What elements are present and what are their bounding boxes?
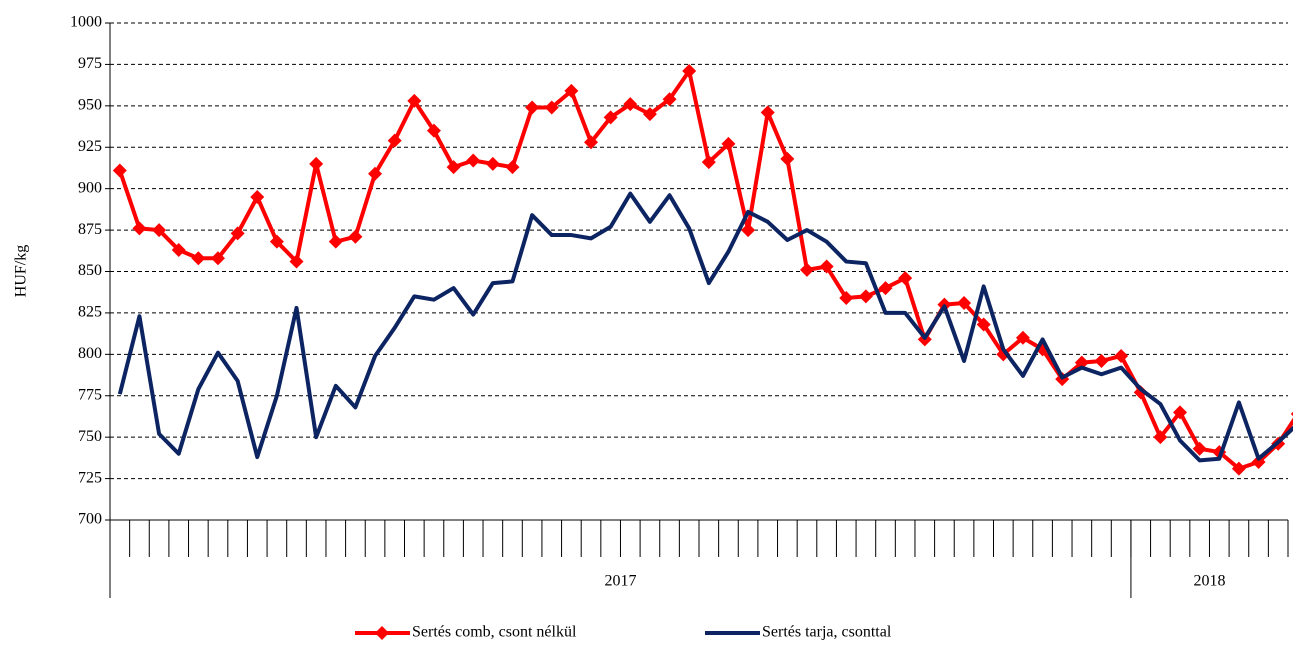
series-line (117, 191, 1293, 463)
point-marker (662, 92, 677, 107)
y-tick-label: 800 (78, 345, 102, 362)
point-marker (878, 281, 893, 296)
point-marker (1153, 430, 1168, 445)
point-marker (230, 226, 245, 241)
point-marker (564, 83, 579, 98)
y-tick-label: 900 (78, 179, 102, 196)
legend-label: Sertés tarja, csonttal (762, 624, 892, 641)
y-tick-label: 775 (78, 386, 102, 403)
point-marker (1074, 355, 1089, 370)
point-marker (799, 262, 814, 277)
point-marker (446, 160, 461, 175)
point-marker (289, 254, 304, 269)
point-marker (721, 136, 736, 151)
point-marker (780, 151, 795, 166)
point-marker (426, 123, 441, 138)
point-marker (1231, 461, 1246, 476)
point-marker (1290, 411, 1293, 417)
point-marker (348, 229, 363, 244)
y-tick-label: 975 (78, 55, 102, 72)
y-tick-label: 850 (78, 262, 102, 279)
point-marker (1173, 405, 1188, 420)
y-tick-label: 925 (78, 138, 102, 155)
point-marker (1251, 455, 1266, 470)
point-marker (1094, 353, 1109, 368)
point-marker (387, 133, 402, 148)
point-marker (1192, 441, 1207, 456)
point-marker (584, 135, 599, 150)
point-marker (1015, 330, 1030, 345)
point-marker (368, 166, 383, 181)
point-marker (1133, 385, 1148, 400)
point-marker (760, 105, 775, 120)
y-tick-label: 825 (78, 304, 102, 321)
y-tick-label: 1000 (70, 14, 102, 31)
point-marker (957, 295, 972, 310)
point-marker (603, 110, 618, 125)
point-marker (898, 271, 913, 286)
point-marker (152, 223, 167, 238)
point-marker (269, 234, 284, 249)
point-marker (466, 153, 481, 168)
point-marker (171, 242, 186, 257)
point-marker (191, 251, 206, 266)
y-axis-label: HUF/kg (13, 245, 30, 297)
x-group-label: 2017 (604, 573, 636, 590)
legend-label: Sertés comb, csont nélkül (412, 624, 577, 641)
point-marker (309, 156, 324, 171)
x-group-label: 2018 (1193, 573, 1225, 590)
series-line (117, 69, 1293, 471)
point-marker (328, 234, 343, 249)
point-marker (250, 189, 265, 204)
point-marker (407, 93, 422, 108)
point-marker (839, 291, 854, 306)
point-marker (132, 221, 147, 236)
legend-marker (375, 626, 389, 640)
point-marker (544, 100, 559, 115)
y-tick-label: 700 (78, 511, 102, 528)
point-marker (1114, 348, 1129, 363)
point-marker (505, 160, 520, 175)
point-marker (741, 223, 756, 238)
point-marker (976, 317, 991, 332)
point-marker (819, 259, 834, 274)
point-marker (210, 251, 225, 266)
y-tick-label: 725 (78, 469, 102, 486)
y-tick-label: 875 (78, 221, 102, 238)
point-marker (682, 64, 697, 79)
point-marker (525, 100, 540, 115)
point-marker (112, 163, 127, 178)
point-marker (642, 107, 657, 122)
y-tick-label: 950 (78, 97, 102, 114)
y-tick-label: 750 (78, 428, 102, 445)
point-marker (623, 97, 638, 112)
point-marker (485, 156, 500, 171)
point-marker (858, 289, 873, 304)
point-marker (701, 155, 716, 170)
